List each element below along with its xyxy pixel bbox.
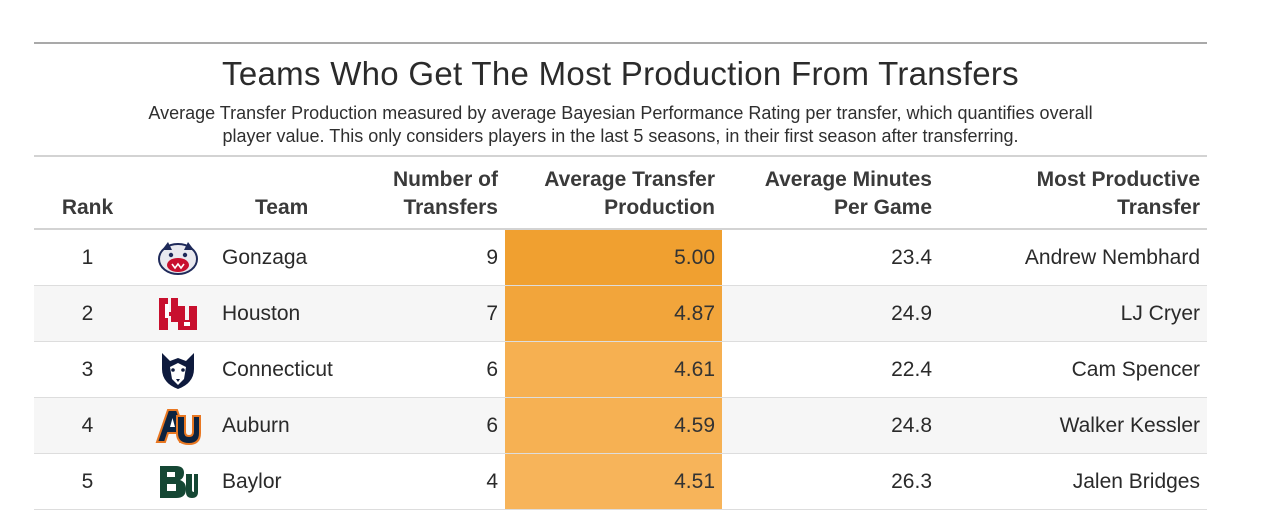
team-cell: Baylor bbox=[215, 453, 375, 510]
rank-cell: 1 bbox=[34, 229, 141, 286]
table-row: 4 Auburn 6 4.59 24.8 Walker Kessler bbox=[34, 397, 1207, 454]
top-rule bbox=[34, 42, 1207, 44]
logo-cell bbox=[141, 453, 215, 510]
table-frame: Teams Who Get The Most Production From T… bbox=[34, 42, 1207, 510]
best-transfer-cell: Jalen Bridges bbox=[939, 453, 1207, 510]
minutes-cell: 22.4 bbox=[722, 341, 939, 398]
best-transfer-cell: Walker Kessler bbox=[939, 397, 1207, 454]
subtitle-rule bbox=[34, 155, 1207, 157]
logo-cell bbox=[141, 229, 215, 286]
minutes-cell: 23.4 bbox=[722, 229, 939, 286]
transfers-cell: 6 bbox=[375, 397, 505, 454]
subtitle-line-1: Average Transfer Production measured by … bbox=[148, 103, 1093, 123]
rank-cell: 5 bbox=[34, 453, 141, 510]
team-cell: Connecticut bbox=[215, 341, 375, 398]
transfer-table: Rank Team Number of Transfers Average Tr… bbox=[34, 157, 1207, 510]
houston-uh-logo-icon bbox=[159, 297, 197, 330]
header-best-transfer: Most Productive Transfer bbox=[939, 157, 1207, 230]
chart-subtitle: Average Transfer Production measured by … bbox=[34, 102, 1207, 148]
best-transfer-cell: Andrew Nembhard bbox=[939, 229, 1207, 286]
transfers-cell: 4 bbox=[375, 453, 505, 510]
table-row: 2 Houston 7 4.87 24.9 LJ Cryer bbox=[34, 285, 1207, 342]
header-minutes: Average Minutes Per Game bbox=[722, 157, 939, 230]
baylor-bu-logo-icon bbox=[160, 465, 198, 498]
transfers-cell: 6 bbox=[375, 341, 505, 398]
logo-cell bbox=[141, 285, 215, 342]
header-transfers: Number of Transfers bbox=[375, 157, 505, 230]
best-transfer-cell: LJ Cryer bbox=[939, 285, 1207, 342]
chart-title: Teams Who Get The Most Production From T… bbox=[222, 55, 1019, 92]
subtitle-line-2: player value. This only considers player… bbox=[222, 126, 1019, 146]
production-cell: 4.51 bbox=[505, 453, 722, 510]
transfers-cell: 9 bbox=[375, 229, 505, 286]
team-cell: Houston bbox=[215, 285, 375, 342]
team-cell: Auburn bbox=[215, 397, 375, 454]
auburn-au-logo-icon bbox=[155, 408, 201, 445]
production-cell: 4.87 bbox=[505, 285, 722, 342]
header-row: Rank Team Number of Transfers Average Tr… bbox=[34, 157, 1207, 230]
minutes-cell: 26.3 bbox=[722, 453, 939, 510]
table-row: 3 Connecticut 6 4.61 22.4 Cam Spencer bbox=[34, 341, 1207, 398]
uconn-husky-logo-icon bbox=[162, 352, 194, 389]
logo-cell bbox=[141, 341, 215, 398]
production-cell: 5.00 bbox=[505, 229, 722, 286]
header-rank: Rank bbox=[34, 157, 141, 230]
header-team: Team bbox=[141, 157, 375, 230]
production-cell: 4.59 bbox=[505, 397, 722, 454]
production-cell: 4.61 bbox=[505, 341, 722, 398]
team-cell: Gonzaga bbox=[215, 229, 375, 286]
table-row: 1 Gonzaga 9 5.00 23.4 Andrew Nembhard bbox=[34, 229, 1207, 286]
header-production: Average Transfer Production bbox=[505, 157, 722, 230]
logo-cell bbox=[141, 397, 215, 454]
rank-cell: 3 bbox=[34, 341, 141, 398]
best-transfer-cell: Cam Spencer bbox=[939, 341, 1207, 398]
table-row: 5 Baylor 4 4.51 26.3 Jalen Bridges bbox=[34, 453, 1207, 510]
minutes-cell: 24.9 bbox=[722, 285, 939, 342]
gonzaga-bulldog-logo-icon bbox=[158, 241, 198, 275]
transfers-cell: 7 bbox=[375, 285, 505, 342]
rank-cell: 4 bbox=[34, 397, 141, 454]
rank-cell: 2 bbox=[34, 285, 141, 342]
minutes-cell: 24.8 bbox=[722, 397, 939, 454]
